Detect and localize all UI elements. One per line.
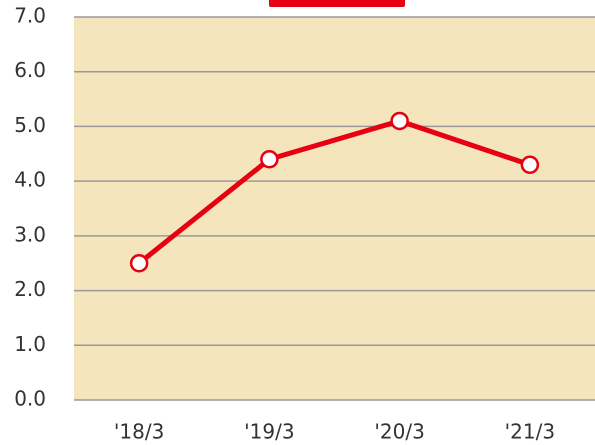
line	[137, 118, 531, 266]
y-tick-label: 3.0	[14, 222, 46, 246]
y-tick-label: 5.0	[14, 113, 46, 137]
point	[260, 150, 279, 169]
point	[390, 111, 409, 131]
x-tick-label: '18/3	[114, 420, 164, 444]
point	[129, 253, 149, 273]
badge	[267, 0, 407, 9]
y-tick-label: 7.0	[14, 4, 46, 28]
y-tick-label: 0.0	[14, 387, 46, 411]
plot-background	[74, 17, 595, 400]
point	[520, 155, 540, 174]
y-tick-label: 4.0	[14, 168, 46, 192]
y-tick-label: 2.0	[14, 277, 46, 301]
x-tick-label: '19/3	[244, 420, 294, 444]
y-tick-label: 1.0	[14, 332, 46, 356]
y-tick-label: 6.0	[14, 58, 46, 82]
x-tick-label: '20/3	[374, 420, 424, 444]
x-tick-label: '21/3	[505, 420, 555, 444]
